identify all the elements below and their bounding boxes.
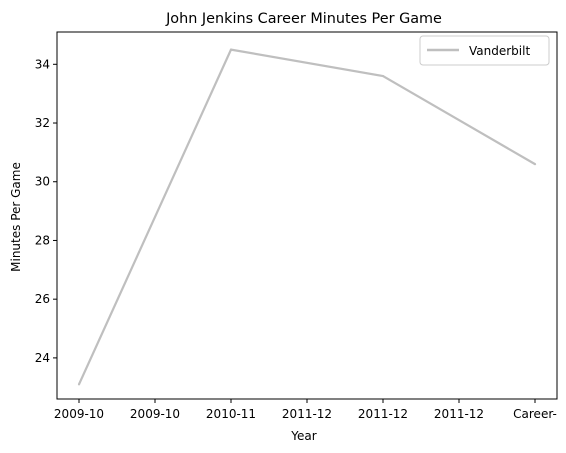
plot-area: 24 26 28 30 32 34 2009-10 2009-10 2010-11 2011-12… (35, 31, 558, 421)
x-tick-label: 2011-12 (358, 407, 408, 421)
x-tick-label: 2009-10 (130, 407, 180, 421)
legend-frame (419, 35, 550, 66)
x-tick-label: 2010-11 (206, 407, 256, 421)
data-point (77, 383, 81, 386)
data-point (229, 48, 233, 51)
data-point (381, 74, 385, 78)
legend-label: Vanderbilt (469, 44, 530, 58)
data-point (533, 163, 537, 166)
y-axis-label: Minutes Per Game (9, 162, 23, 272)
x-axis-label: Year (290, 429, 316, 443)
y-tick-label: 24 (35, 351, 50, 365)
y-tick-label: 30 (35, 175, 50, 189)
series-line-vanderbilt (77, 48, 536, 385)
x-tick-label: 2009-10 (54, 407, 104, 421)
x-tick-label: 2011-12 (434, 407, 484, 421)
x-tick-label: 2011-12 (282, 407, 332, 421)
y-tick-label: 32 (35, 116, 50, 130)
y-tick-label: 28 (35, 233, 50, 247)
x-tick-label: Career- (513, 407, 557, 421)
y-tick-label: 34 (35, 57, 50, 71)
plot-frame (56, 31, 558, 400)
chart-title: John Jenkins Career Minutes Per Game (165, 11, 442, 27)
y-tick-label: 26 (35, 292, 50, 306)
legend: Vanderbilt (419, 35, 550, 66)
